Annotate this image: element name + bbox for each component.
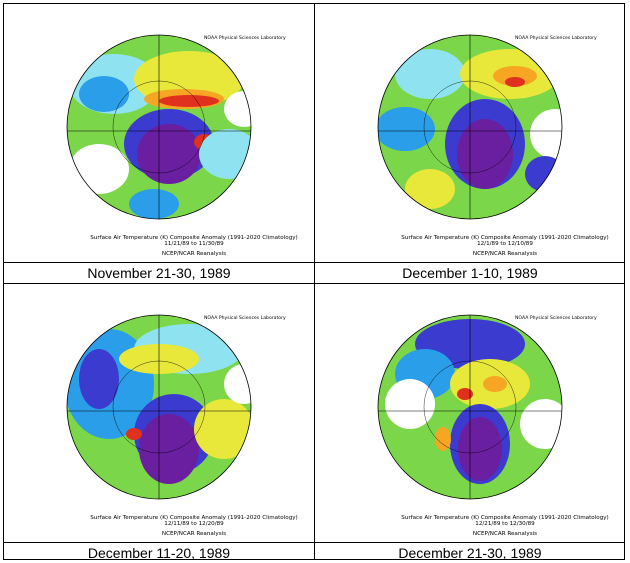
- anomaly-map-2: [377, 34, 563, 220]
- caption-panel-1: November 21-30, 1989: [87, 265, 231, 281]
- caption-panel-2: December 1-10, 1989: [402, 265, 538, 281]
- map-dates: 12/1/89 to 12/10/89: [477, 241, 533, 247]
- panel-grid: NOAA Physical Sciences Laboratory Surfac…: [3, 3, 625, 561]
- grid-divider-vertical: [314, 4, 315, 559]
- map-panel-3: NOAA Physical Sciences Laboratory Surfac…: [4, 284, 314, 542]
- map-source: NCEP/NCAR Reanalysis: [161, 251, 227, 257]
- map-source: NCEP/NCAR Reanalysis: [161, 531, 227, 537]
- anomaly-map-1: [66, 34, 252, 220]
- caption-panel-3: December 11-20, 1989: [87, 545, 231, 561]
- caption-panel-4: December 21-30, 1989: [398, 545, 542, 561]
- map-title: Surface Air Temperature (K) Composite An…: [90, 515, 298, 521]
- map-dates: 12/11/89 to 12/20/89: [164, 521, 224, 527]
- map-title: Surface Air Temperature (K) Composite An…: [90, 235, 298, 241]
- map-source: NCEP/NCAR Reanalysis: [472, 251, 538, 257]
- credit-label: NOAA Physical Sciences Laboratory: [515, 316, 597, 321]
- credit-label: NOAA Physical Sciences Laboratory: [515, 36, 597, 41]
- map-title: Surface Air Temperature (K) Composite An…: [401, 515, 609, 521]
- anomaly-map-3: [66, 314, 252, 500]
- grid-divider-h2: [4, 283, 624, 284]
- map-panel-4: NOAA Physical Sciences Laboratory Surfac…: [315, 284, 625, 542]
- map-panel-1: NOAA Physical Sciences Laboratory Surfac…: [4, 4, 314, 262]
- map-dates: 11/21/89 to 11/30/89: [164, 241, 224, 247]
- map-title: Surface Air Temperature (K) Composite An…: [401, 235, 609, 241]
- grid-divider-h1: [4, 262, 624, 263]
- credit-label: NOAA Physical Sciences Laboratory: [204, 316, 286, 321]
- credit-label: NOAA Physical Sciences Laboratory: [204, 36, 286, 41]
- anomaly-map-4: [377, 314, 563, 500]
- map-panel-2: NOAA Physical Sciences Laboratory Surfac…: [315, 4, 625, 262]
- grid-divider-h3: [4, 542, 624, 543]
- map-source: NCEP/NCAR Reanalysis: [472, 531, 538, 537]
- map-dates: 12/21/89 to 12/30/89: [475, 521, 535, 527]
